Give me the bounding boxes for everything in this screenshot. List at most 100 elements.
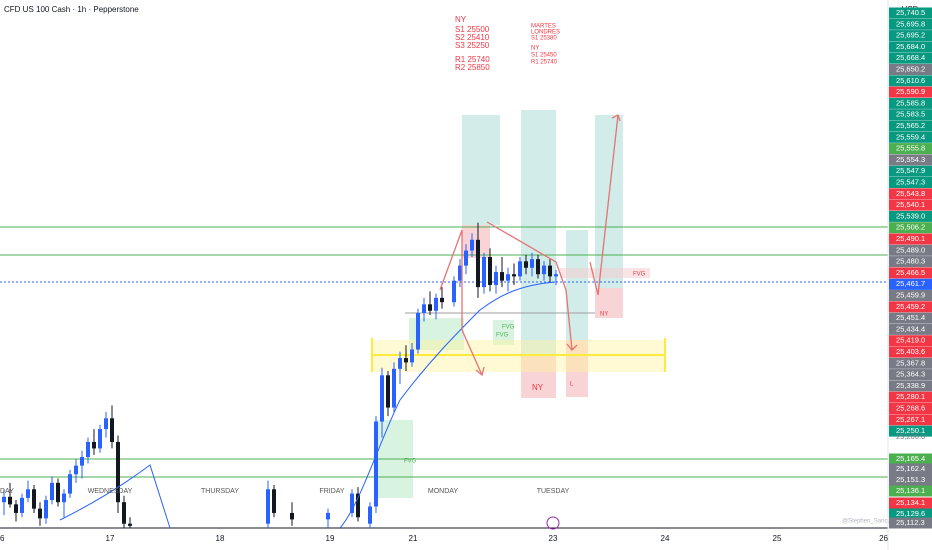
candle-body — [554, 274, 558, 277]
candle-body — [116, 441, 120, 503]
candle-body — [50, 482, 54, 501]
price-label: 25,585.8 — [896, 98, 925, 107]
price-tag — [889, 301, 932, 313]
price-label: 25,434.4 — [896, 324, 925, 333]
candle-body — [2, 496, 6, 503]
candle-body — [14, 504, 18, 513]
level-note: LONDRES — [531, 30, 560, 36]
candle-body — [404, 358, 408, 363]
level-note: S3 25250 — [455, 41, 490, 50]
price-tag — [889, 414, 932, 426]
price-label: 25,506.2 — [896, 223, 925, 232]
candle-body — [110, 418, 114, 442]
candle-body — [368, 506, 372, 524]
price-tag — [889, 256, 932, 268]
candle-body — [92, 441, 96, 449]
price-tag — [889, 41, 932, 53]
price-tag — [889, 188, 932, 200]
price-tag — [889, 323, 932, 335]
price-label: 25,267.1 — [896, 415, 925, 424]
price-tag — [889, 380, 932, 392]
price-label: 25,684.0 — [896, 42, 925, 51]
candle-body — [272, 489, 276, 513]
price-tag — [889, 369, 932, 381]
level-note: S2 25410 — [455, 33, 490, 42]
price-label: 25,151.3 — [896, 475, 925, 484]
candle-body — [356, 493, 360, 518]
price-label: 25,268.6 — [896, 403, 925, 412]
day-label: THURSDAY — [201, 488, 239, 495]
price-tag — [889, 154, 932, 166]
candle-body — [386, 375, 390, 408]
price-label: 25,695.2 — [896, 31, 925, 40]
candle-body — [464, 250, 468, 266]
fvg-label: FVG — [502, 325, 515, 331]
price-tag — [889, 199, 932, 211]
price-tag — [889, 346, 932, 358]
time-axis: 6 17 18 19 21 23 24 25 26 DAY WEDNESDAY THURSDAY FRI… — [0, 488, 889, 543]
price-tag — [889, 453, 932, 465]
candle-body — [458, 265, 462, 281]
price-label: 25,466.5 — [896, 268, 925, 277]
candle-body — [518, 261, 522, 277]
candle-body — [380, 375, 384, 422]
price-tag — [889, 75, 932, 87]
day-label: TUESDAY — [537, 488, 570, 495]
level-note: R2 25850 — [455, 63, 490, 72]
candle-body — [26, 489, 30, 498]
candle-body — [512, 274, 516, 277]
event-icon[interactable] — [546, 516, 560, 530]
price-tag — [889, 210, 932, 222]
candle-body — [476, 239, 480, 288]
day-label: MONDAY — [428, 488, 459, 495]
symbol-title: CFD US 100 Cash · 1h · Pepperstone — [4, 5, 139, 14]
candle-body — [506, 274, 510, 281]
price-label: 25,590.9 — [896, 87, 925, 96]
price-label: 25,740.5 — [896, 8, 925, 17]
price-tag — [889, 267, 932, 279]
date-label: 18 — [216, 534, 225, 543]
candle-body — [410, 349, 414, 363]
candle-body — [488, 257, 492, 285]
level-note: NY — [455, 15, 467, 24]
price-tag — [889, 357, 932, 369]
price-tag — [889, 97, 932, 109]
stop-zone — [521, 355, 556, 398]
fvg-zone — [560, 268, 650, 278]
zone-label: L — [570, 382, 574, 388]
zone-label: NY — [600, 312, 608, 318]
arrows — [439, 114, 621, 377]
price-tag — [889, 474, 932, 486]
price-label: 25,165.4 — [896, 454, 925, 463]
price-label: 25,459.9 — [896, 290, 925, 299]
price-label: 25,367.8 — [896, 358, 925, 367]
zone-label: NY — [532, 383, 544, 392]
day-label: DAY — [0, 488, 14, 495]
fvg-label: FVG — [496, 333, 509, 339]
candle-body — [86, 441, 90, 458]
candle-body — [350, 493, 354, 513]
price-label: 25,480.3 — [896, 257, 925, 266]
candle-body — [524, 261, 528, 268]
price-tag — [889, 244, 932, 256]
price-tag — [889, 463, 932, 475]
fvg-zone — [493, 320, 514, 345]
date-label: 6 — [0, 534, 5, 543]
target-zone — [521, 110, 556, 355]
price-label: 25,555.8 — [896, 144, 925, 153]
price-scale: 25,740.5 25,695.8 25,695.2 25,684.0 25,668.4… — [889, 7, 932, 529]
price-tag — [889, 517, 932, 529]
price-label: 25,583.5 — [896, 110, 925, 119]
candle-body — [482, 257, 486, 288]
candle-body — [542, 265, 546, 275]
price-label: 25,451.4 — [896, 313, 925, 322]
price-label: 25,364.3 — [896, 370, 925, 379]
candle-body — [374, 421, 378, 507]
stop-zone — [595, 288, 623, 318]
candle-body — [392, 368, 396, 408]
level-note: S1 25450 — [531, 53, 557, 59]
price-label: 25,559.4 — [896, 132, 925, 141]
price-tag — [889, 177, 932, 188]
